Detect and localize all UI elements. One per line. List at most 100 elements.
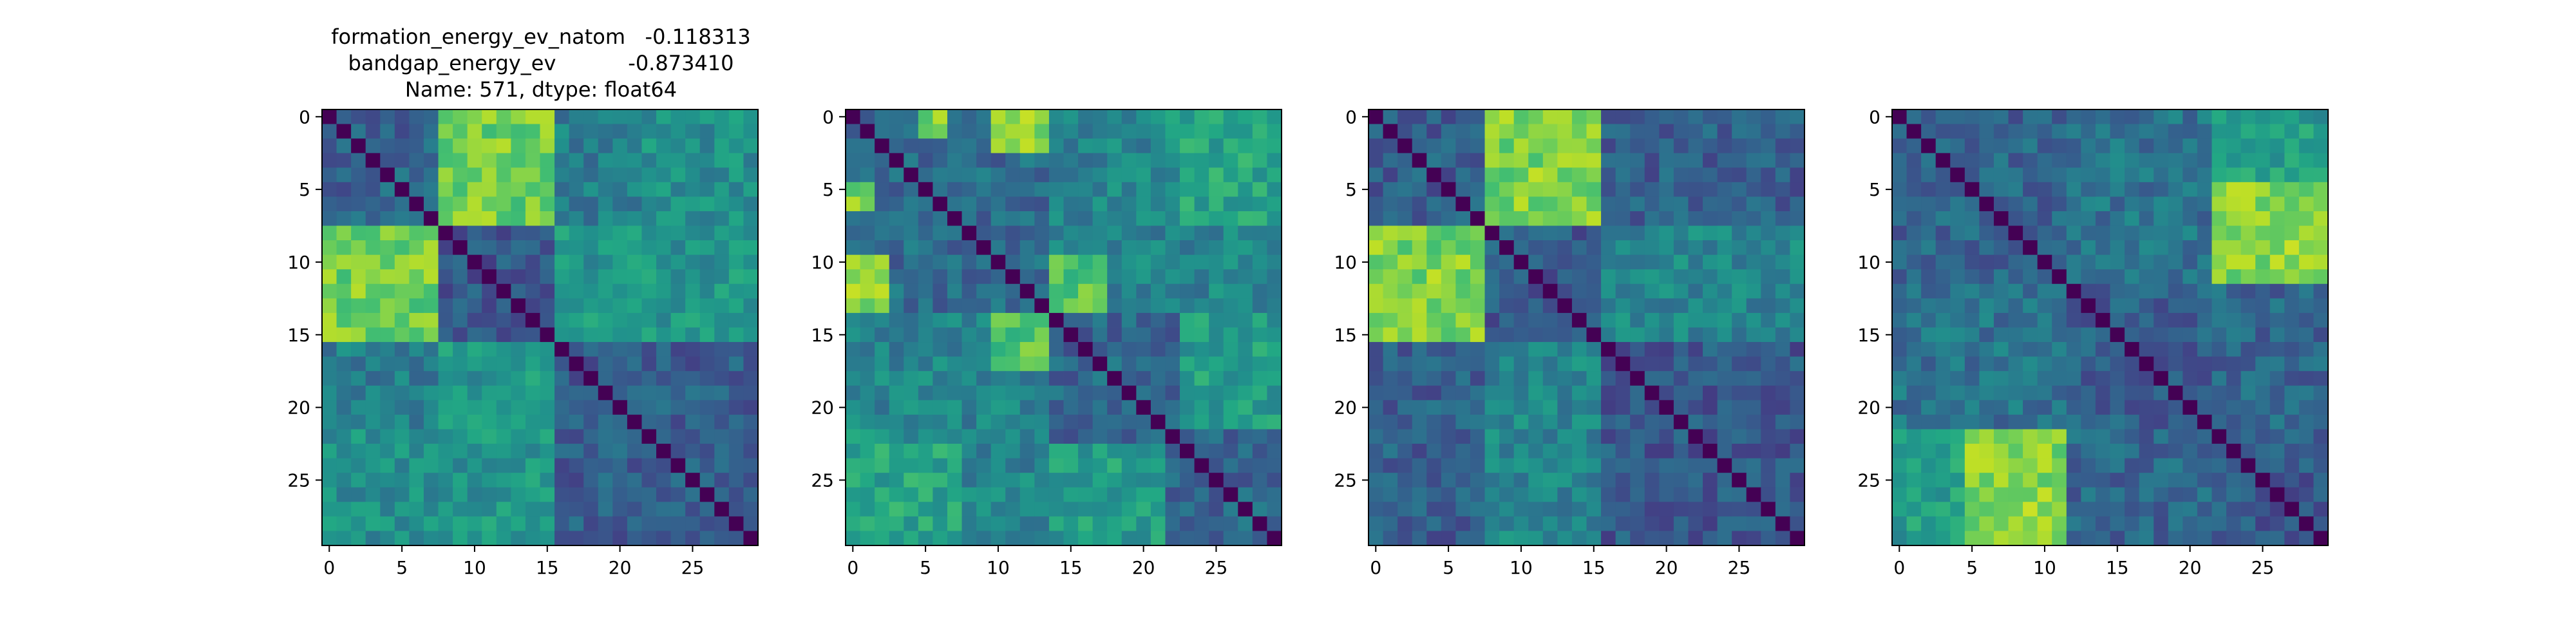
heatmap-cell	[1441, 138, 1456, 154]
heatmap-cell	[1557, 182, 1573, 197]
heatmap-cell	[598, 138, 613, 154]
heatmap-cell	[904, 414, 919, 430]
y-tick-label: 25	[1334, 469, 1357, 491]
heatmap-cell	[1528, 283, 1544, 299]
heatmap-cell	[714, 109, 730, 125]
heatmap-cell	[2081, 312, 2096, 328]
heatmap-cell	[2052, 327, 2067, 343]
heatmap-cell	[1892, 429, 1908, 444]
heatmap-cell	[2066, 182, 2081, 197]
heatmap-cell	[1513, 269, 1529, 285]
heatmap-cell	[875, 225, 890, 241]
heatmap-cell	[1048, 356, 1065, 372]
heatmap-cell	[583, 400, 599, 415]
heatmap-cell	[1950, 225, 1965, 241]
heatmap-cell	[1209, 327, 1224, 343]
heatmap-cell	[2023, 182, 2038, 197]
heatmap-cell	[1252, 458, 1268, 473]
heatmap-cell	[569, 153, 584, 168]
heatmap-cell	[598, 254, 613, 270]
heatmap-cell	[2023, 196, 2038, 212]
heatmap-cell	[699, 298, 715, 314]
heatmap-cell	[409, 414, 424, 430]
heatmap-cell	[860, 153, 875, 168]
heatmap-cell	[1571, 225, 1587, 241]
heatmap-cell	[336, 153, 352, 168]
heatmap-cell	[1746, 444, 1761, 459]
heatmap-cell	[540, 356, 555, 372]
heatmap-cell	[1267, 196, 1282, 212]
heatmap-cell	[1470, 196, 1486, 212]
heatmap-cell	[1252, 502, 1268, 517]
heatmap-cell	[2139, 444, 2154, 459]
heatmap-cell	[904, 516, 919, 532]
heatmap-cell	[1238, 138, 1253, 154]
heatmap-cell	[525, 124, 541, 139]
heatmap-cell	[1630, 385, 1645, 401]
heatmap-cell	[1150, 473, 1166, 488]
heatmap-cell	[2226, 400, 2242, 415]
heatmap-cell	[1165, 298, 1180, 314]
heatmap-cell	[336, 342, 352, 357]
heatmap-cell	[961, 283, 977, 299]
heatmap-cell	[511, 240, 526, 256]
heatmap-cell	[670, 473, 686, 488]
heatmap-cell	[540, 124, 555, 139]
heatmap-cell	[1252, 444, 1268, 459]
heatmap-cell	[2183, 458, 2198, 473]
heatmap-cell	[2240, 196, 2256, 212]
heatmap-cell	[2110, 312, 2125, 328]
heatmap-cell	[2226, 211, 2242, 227]
heatmap-cell	[2313, 254, 2329, 270]
heatmap-cell	[1557, 298, 1573, 314]
heatmap-cell	[496, 269, 511, 285]
heatmap-cell	[1107, 283, 1122, 299]
heatmap-cell	[1557, 473, 1573, 488]
heatmap-cell	[1746, 516, 1761, 532]
heatmap-cell	[860, 283, 875, 299]
heatmap-cell	[1892, 124, 1908, 139]
heatmap-cell	[1267, 109, 1282, 125]
heatmap-cell	[554, 240, 570, 256]
heatmap-cell	[1703, 414, 1718, 430]
heatmap-cell	[1180, 385, 1195, 401]
heatmap-cell	[1950, 414, 1965, 430]
heatmap-cell	[1019, 371, 1035, 386]
heatmap-cell	[511, 283, 526, 299]
heatmap-cell	[1703, 342, 1718, 357]
heatmap-cell	[1630, 327, 1645, 343]
heatmap-cell	[714, 225, 730, 241]
heatmap-cell	[1528, 167, 1544, 183]
heatmap-cell	[2037, 138, 2052, 154]
heatmap-cell	[1717, 487, 1732, 502]
heatmap-cell	[2269, 487, 2285, 502]
heatmap-cell	[961, 473, 977, 488]
heatmap-cell	[1993, 312, 2009, 328]
heatmap-cell	[2183, 531, 2198, 546]
heatmap-cell	[1470, 531, 1486, 546]
heatmap-cell	[1644, 124, 1660, 139]
heatmap-cell	[1703, 531, 1718, 546]
heatmap-cell	[1165, 371, 1180, 386]
heatmap-cell	[438, 254, 453, 270]
heatmap-cell	[947, 124, 963, 139]
heatmap-cell	[1557, 487, 1573, 502]
heatmap-cell	[1470, 327, 1486, 343]
heatmap-cell	[889, 109, 904, 125]
heatmap-cell	[846, 312, 861, 328]
heatmap-cell	[656, 516, 672, 532]
heatmap-cell	[1107, 516, 1122, 532]
heatmap-cell	[2139, 342, 2154, 357]
heatmap-cell	[2139, 240, 2154, 256]
heatmap-cell	[351, 182, 366, 197]
heatmap-cell	[2066, 225, 2081, 241]
heatmap-cell	[380, 298, 395, 314]
heatmap-cell	[2269, 254, 2285, 270]
heatmap-cell	[1993, 225, 2009, 241]
heatmap-cell	[990, 502, 1006, 517]
heatmap-cell	[641, 182, 657, 197]
heatmap-cell	[2110, 371, 2125, 386]
heatmap-cell	[1397, 429, 1413, 444]
x-tick-label: 15	[1582, 557, 1605, 578]
heatmap-cell	[394, 342, 410, 357]
